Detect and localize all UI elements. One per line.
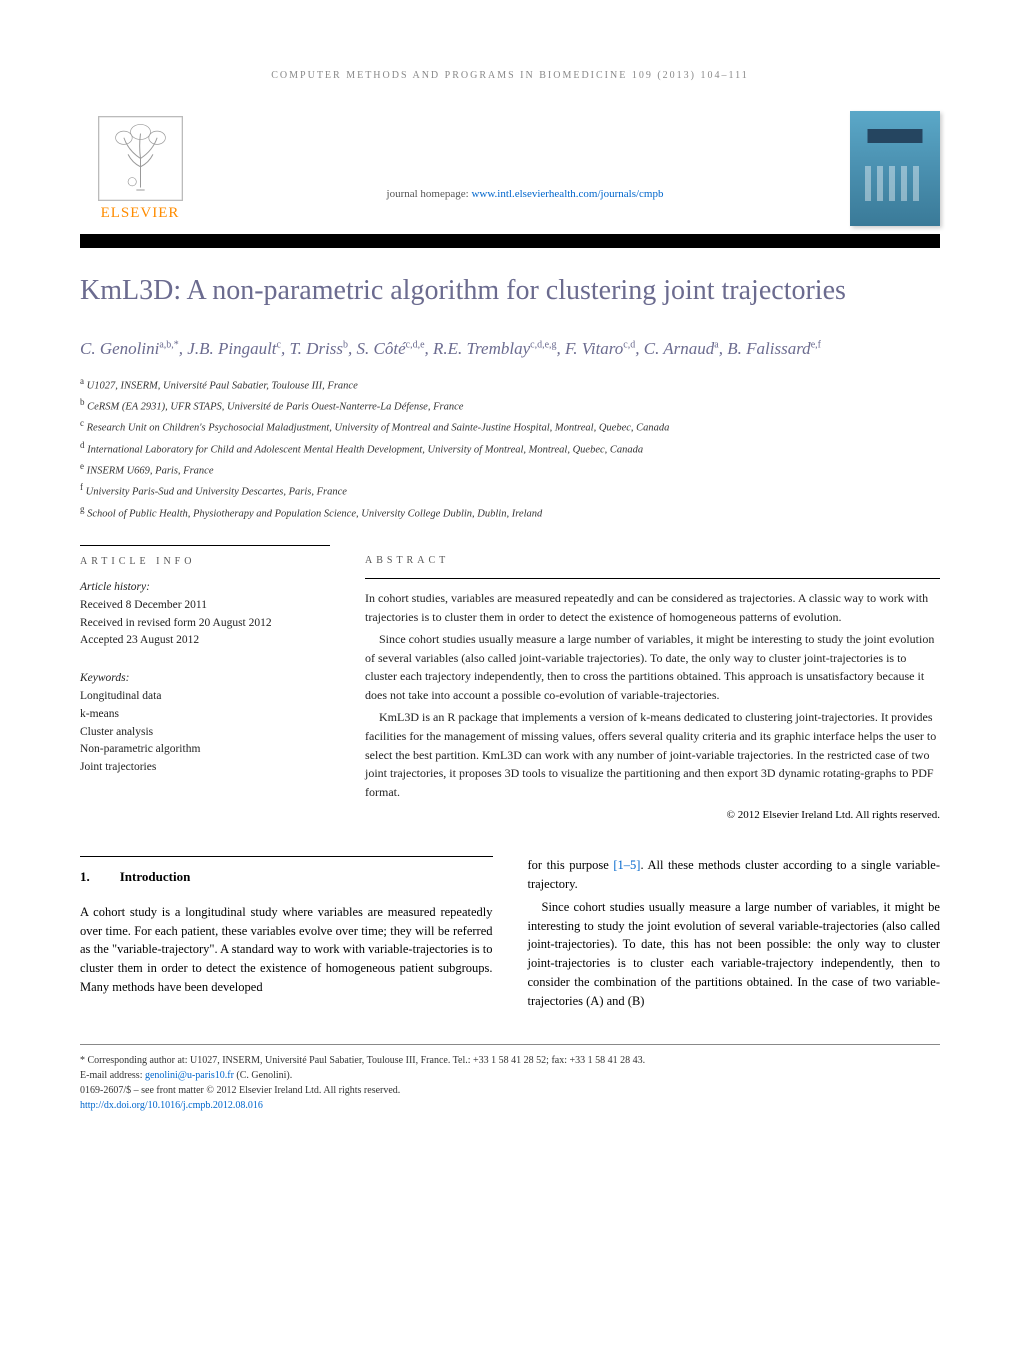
keyword: Longitudinal data bbox=[80, 688, 330, 706]
journal-cover-thumbnail bbox=[850, 111, 940, 226]
body-col-left: 1. Introduction A cohort study is a longi… bbox=[80, 856, 493, 1014]
accepted-date: Accepted 23 August 2012 bbox=[80, 634, 199, 646]
abstract-paragraph: KmL3D is an R package that implements a … bbox=[365, 708, 940, 801]
keyword: Non-parametric algorithm bbox=[80, 741, 330, 759]
section-title: Introduction bbox=[120, 869, 191, 884]
body-col-right: for this purpose [1–5]. All these method… bbox=[528, 856, 941, 1014]
article-info-block: Article history: Received 8 December 201… bbox=[80, 579, 330, 777]
elsevier-tree-icon bbox=[98, 116, 183, 201]
journal-homepage: journal homepage: www.intl.elsevierhealt… bbox=[200, 138, 850, 200]
abstract-text: In cohort studies, variables are measure… bbox=[365, 578, 940, 802]
email-label: E-mail address: bbox=[80, 1070, 145, 1081]
homepage-prefix: journal homepage: bbox=[387, 188, 472, 200]
history-label: Article history: bbox=[80, 581, 150, 593]
abstract-copyright: © 2012 Elsevier Ireland Ltd. All rights … bbox=[365, 809, 940, 821]
body-paragraph: Since cohort studies usually measure a l… bbox=[528, 898, 941, 1011]
email-line: E-mail address: genolini@u-paris10.fr (C… bbox=[80, 1068, 940, 1083]
affiliation-line: b CeRSM (EA 2931), UFR STAPS, Université… bbox=[80, 395, 940, 416]
affiliation-line: d International Laboratory for Child and… bbox=[80, 438, 940, 459]
abstract-label: ABSTRACT bbox=[365, 545, 940, 566]
issn-line: 0169-2607/$ – see front matter © 2012 El… bbox=[80, 1083, 940, 1098]
affiliation-line: a U1027, INSERM, Université Paul Sabatie… bbox=[80, 374, 940, 395]
keyword: k-means bbox=[80, 706, 330, 724]
received-date: Received 8 December 2011 bbox=[80, 599, 207, 611]
abstract-paragraph: Since cohort studies usually measure a l… bbox=[365, 630, 940, 704]
doi-link[interactable]: http://dx.doi.org/10.1016/j.cmpb.2012.08… bbox=[80, 1100, 263, 1111]
corresponding-author: * Corresponding author at: U1027, INSERM… bbox=[80, 1053, 940, 1068]
running-head: COMPUTER METHODS AND PROGRAMS IN BIOMEDI… bbox=[80, 70, 940, 81]
keywords-label: Keywords: bbox=[80, 670, 330, 688]
article-title: KmL3D: A non-parametric algorithm for cl… bbox=[80, 273, 940, 308]
divider-bar bbox=[80, 234, 940, 248]
affiliation-line: f University Paris-Sud and University De… bbox=[80, 480, 940, 501]
affiliation-line: e INSERM U669, Paris, France bbox=[80, 459, 940, 480]
body-paragraph: A cohort study is a longitudinal study w… bbox=[80, 903, 493, 997]
publisher-logo-block: ELSEVIER bbox=[80, 116, 200, 222]
masthead: ELSEVIER journal homepage: www.intl.else… bbox=[80, 111, 940, 226]
keyword: Joint trajectories bbox=[80, 759, 330, 777]
section-heading-intro: 1. Introduction bbox=[80, 856, 493, 887]
keyword: Cluster analysis bbox=[80, 724, 330, 742]
footer: * Corresponding author at: U1027, INSERM… bbox=[80, 1044, 940, 1113]
section-number: 1. bbox=[80, 869, 90, 884]
affiliation-line: g School of Public Health, Physiotherapy… bbox=[80, 502, 940, 523]
body-paragraph: for this purpose [1–5]. All these method… bbox=[528, 856, 941, 894]
body-columns: 1. Introduction A cohort study is a longi… bbox=[80, 856, 940, 1014]
keywords-list: Longitudinal datak-meansCluster analysis… bbox=[80, 688, 330, 777]
email-link[interactable]: genolini@u-paris10.fr bbox=[145, 1070, 234, 1081]
homepage-link[interactable]: www.intl.elsevierhealth.com/journals/cmp… bbox=[471, 188, 663, 200]
citation-link[interactable]: [1–5] bbox=[613, 858, 640, 872]
author-list: C. Genolinia,b,*, J.B. Pingaultc, T. Dri… bbox=[80, 336, 940, 362]
affiliations: a U1027, INSERM, Université Paul Sabatie… bbox=[80, 374, 940, 523]
affiliation-line: c Research Unit on Children's Psychosoci… bbox=[80, 416, 940, 437]
publisher-label: ELSEVIER bbox=[101, 205, 180, 222]
abstract-paragraph: In cohort studies, variables are measure… bbox=[365, 589, 940, 626]
email-suffix: (C. Genolini). bbox=[234, 1070, 292, 1081]
revised-date: Received in revised form 20 August 2012 bbox=[80, 617, 272, 629]
article-info-label: ARTICLE INFO bbox=[80, 545, 330, 567]
